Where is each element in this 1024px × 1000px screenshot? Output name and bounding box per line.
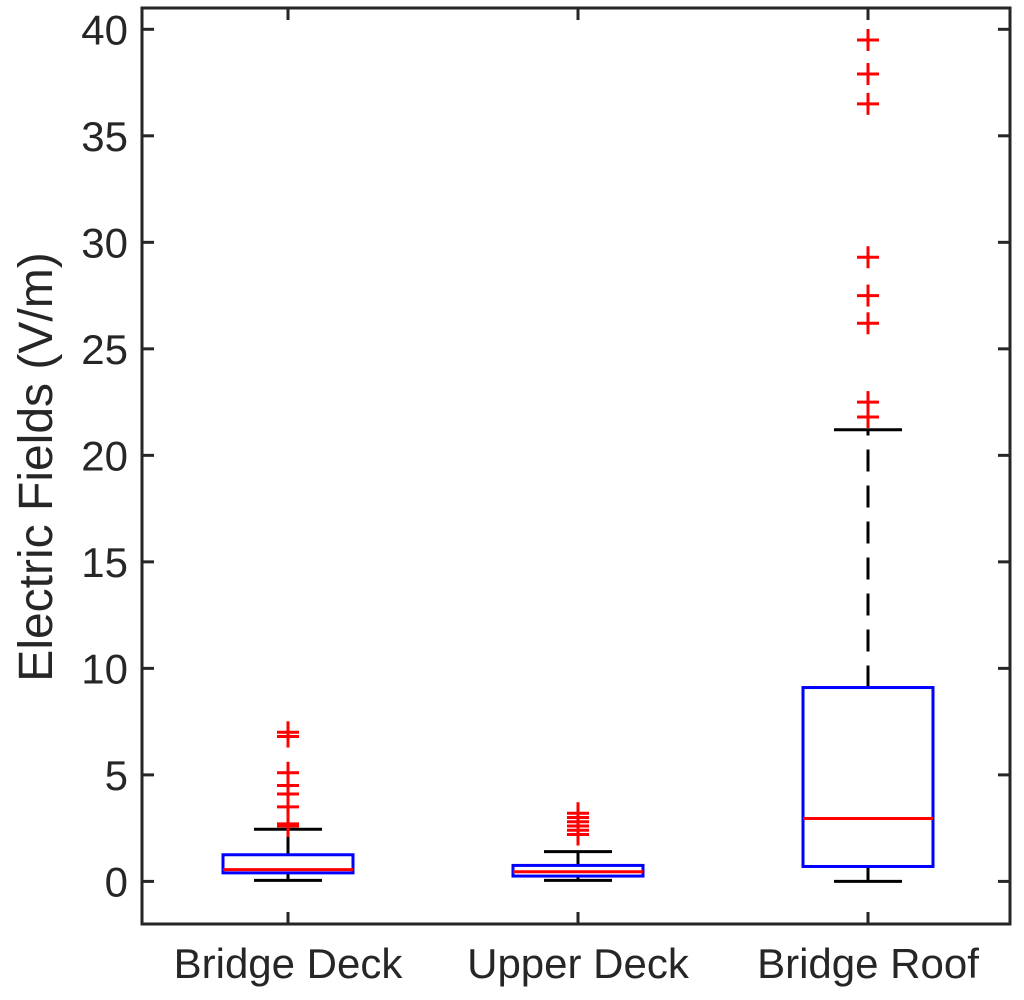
y-tick-label: 0 bbox=[105, 858, 128, 905]
x-tick-label: Bridge Roof bbox=[757, 940, 979, 987]
y-tick-label: 35 bbox=[81, 113, 128, 160]
y-axis-label: Electric Fields (V/m) bbox=[10, 252, 63, 681]
y-tick-label: 5 bbox=[105, 752, 128, 799]
outlier-point bbox=[277, 761, 299, 784]
iqr-box bbox=[801, 686, 935, 868]
y-tick-label: 10 bbox=[81, 645, 128, 692]
y-tick-label: 25 bbox=[81, 326, 128, 373]
outlier-point bbox=[857, 312, 879, 335]
outlier-point bbox=[857, 284, 879, 307]
outlier-point bbox=[277, 721, 299, 744]
outlier-point bbox=[857, 246, 879, 269]
outlier-point bbox=[857, 391, 879, 414]
y-tick-label: 30 bbox=[81, 219, 128, 266]
y-tick-label: 20 bbox=[81, 432, 128, 479]
x-tick-label: Bridge Deck bbox=[174, 940, 404, 987]
axes-frame bbox=[140, 6, 1012, 926]
outlier-point bbox=[857, 63, 879, 86]
y-tick-label: 15 bbox=[81, 539, 128, 586]
x-tick-label: Upper Deck bbox=[467, 940, 690, 987]
outlier-point bbox=[857, 92, 879, 115]
y-tick-label: 40 bbox=[81, 6, 128, 53]
outlier-point bbox=[857, 28, 879, 51]
plot-area: 0 5 10 15 20 25 30 35 40 Bridge Deck Upper Deck Bri… bbox=[81, 6, 1012, 987]
iqr-box bbox=[221, 853, 355, 875]
outlier-point bbox=[567, 802, 589, 825]
